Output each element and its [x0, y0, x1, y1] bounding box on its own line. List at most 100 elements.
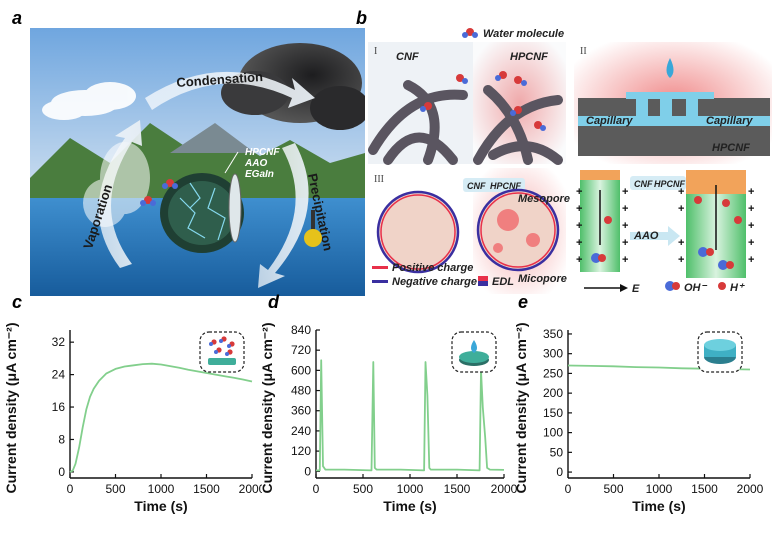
quadrant-4-aao: IV CNF HPCNF AAO +++++ +++++ ++++ +++++ … — [574, 168, 772, 295]
panel-letter-d: d — [268, 292, 279, 312]
svg-text:+: + — [748, 237, 754, 249]
svg-text:+: + — [622, 220, 628, 232]
panel-letter-e: e — [518, 292, 529, 312]
panel-letter-a: a — [12, 8, 23, 28]
y-tick-label: 16 — [52, 400, 66, 414]
svg-text:+: + — [678, 237, 684, 249]
x-tick-label: 1500 — [193, 482, 220, 496]
svg-text:+: + — [748, 203, 754, 215]
x-tick-label: 1000 — [148, 482, 175, 496]
chart-d: 0 500 1000 1500 2000 0 120 240 360 480 600 720 840 Ti… — [259, 322, 518, 514]
x-tick-label: 0 — [67, 482, 74, 496]
vaporation-arrow — [98, 120, 142, 268]
x-tick-label: 1000 — [646, 482, 673, 496]
y-tick-label: 120 — [291, 444, 311, 458]
svg-text:+: + — [622, 203, 628, 215]
panel-b-schematic: Water molecule I CNF HPCNF II — [368, 28, 772, 295]
y-tick-label: 8 — [58, 432, 65, 446]
svg-text:HPCNF: HPCNF — [245, 147, 280, 158]
svg-text:OH⁻: OH⁻ — [684, 282, 708, 294]
svg-text:HPCNF: HPCNF — [490, 181, 522, 191]
x-tick-label: 2000 — [491, 482, 518, 496]
y-axis-label: Current density (μA cm⁻²) — [3, 322, 19, 493]
y-tick-label: 250 — [543, 366, 563, 380]
clouds — [42, 82, 136, 120]
y-tick-label: 720 — [291, 343, 311, 357]
y-tick-label: 480 — [291, 384, 311, 398]
svg-text:Negative charge: Negative charge — [392, 276, 477, 288]
svg-text:Capillary: Capillary — [586, 115, 633, 127]
y-tick-label: 360 — [291, 404, 311, 418]
x-axis-label: Time (s) — [383, 498, 436, 514]
svg-text:Capillary: Capillary — [706, 115, 753, 127]
y-tick-label: 0 — [58, 465, 65, 479]
svg-text:II: II — [580, 46, 587, 57]
svg-text:Positive charge: Positive charge — [392, 262, 473, 274]
svg-text:AAO: AAO — [244, 158, 267, 169]
svg-text:EDL: EDL — [492, 276, 514, 288]
device-layer-labels: HPCNF AAO EGaIn — [224, 147, 280, 180]
svg-text:+: + — [576, 237, 582, 249]
svg-text:CNF: CNF — [634, 179, 653, 189]
series-line — [69, 362, 253, 473]
svg-text:+: + — [748, 254, 754, 266]
distant-mountain — [170, 123, 255, 153]
svg-text:HPCNF: HPCNF — [510, 51, 548, 63]
y-tick-label: 200 — [543, 386, 563, 400]
y-tick-label: 350 — [543, 327, 563, 341]
condensation-label: Condensation — [176, 69, 264, 90]
svg-text:III: III — [374, 174, 384, 185]
y-tick-label: 100 — [543, 426, 563, 440]
x-tick-label: 500 — [603, 482, 623, 496]
svg-text:+: + — [576, 220, 582, 232]
water-molecules-a — [140, 179, 178, 206]
x-tick-label: 1500 — [691, 482, 718, 496]
svg-text:E: E — [632, 283, 640, 295]
chart-c: 0 500 1000 1500 2000 0 8 16 24 32 Time (s) Current … — [3, 322, 262, 514]
svg-text:+: + — [678, 203, 684, 215]
x-tick-label: 0 — [313, 482, 320, 496]
svg-text:+: + — [678, 254, 684, 266]
inset-device-icon — [451, 331, 497, 373]
water-molecule-legend: Water molecule — [462, 28, 564, 40]
panel-letter-b: b — [356, 8, 367, 28]
x-tick-label: 1500 — [444, 482, 471, 496]
svg-text:EGaIn: EGaIn — [245, 169, 274, 180]
y-tick-label: 150 — [543, 406, 563, 420]
svg-text:+: + — [748, 220, 754, 232]
svg-text:+: + — [622, 254, 628, 266]
svg-text:AAO: AAO — [633, 230, 659, 242]
y-tick-label: 300 — [543, 347, 563, 361]
y-axis-label: Current density (μA cm⁻²) — [259, 322, 275, 493]
svg-text:+: + — [622, 237, 628, 249]
device-drum — [160, 173, 244, 253]
x-tick-label: 1000 — [397, 482, 424, 496]
svg-text:+: + — [576, 254, 582, 266]
y-axis-label: Current density (μA cm⁻²) — [513, 322, 529, 493]
precipitation-arrow — [258, 143, 309, 288]
x-tick-label: 2000 — [239, 482, 262, 496]
panel-a-illustration: Condensation Vaporation Precipitation HP… — [30, 28, 365, 296]
y-tick-label: 240 — [291, 424, 311, 438]
svg-text:+: + — [576, 186, 582, 198]
svg-text:CNF: CNF — [396, 51, 419, 63]
y-tick-label: 50 — [550, 445, 564, 459]
x-axis-label: Time (s) — [134, 498, 187, 514]
y-tick-label: 600 — [291, 363, 311, 377]
svg-text:HPCNF: HPCNF — [654, 179, 686, 189]
x-tick-label: 2000 — [737, 482, 764, 496]
x-axis-label: Time (s) — [632, 498, 685, 514]
inset-device-icon — [199, 331, 245, 373]
x-tick-label: 500 — [105, 482, 125, 496]
svg-text:+: + — [622, 186, 628, 198]
buoy — [304, 210, 322, 247]
quadrant-2-capillary: II Capillary Capillary HPCNF — [574, 42, 772, 164]
quadrant-3-pores: III CNF HPCNF Mesopore Micopore Positive… — [368, 168, 570, 294]
condensation-arrow — [145, 71, 315, 110]
x-tick-label: 500 — [353, 482, 373, 496]
svg-text:+: + — [748, 186, 754, 198]
quadrant-1-fibers: I CNF HPCNF — [368, 42, 566, 165]
svg-text:Micopore: Micopore — [518, 273, 567, 285]
svg-text:CNF: CNF — [467, 181, 486, 191]
y-tick-label: 840 — [291, 323, 311, 337]
